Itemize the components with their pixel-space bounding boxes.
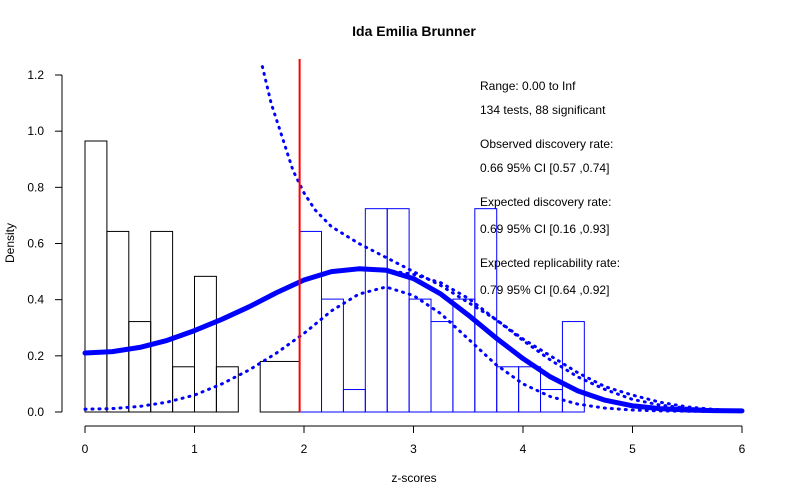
annotation-range: Range: 0.00 to Inf [480, 79, 576, 93]
bar-significant-8 [474, 208, 498, 413]
bar-significant-2 [342, 389, 366, 413]
y-tick-label-1: 0.2 [27, 349, 44, 363]
y-tick-label-3: 0.6 [27, 237, 44, 251]
bar-nonsignificant-3 [150, 230, 174, 413]
annotation-odr-label: Observed discovery rate: [480, 137, 613, 151]
chart-title: Ida Emilia Brunner [352, 23, 476, 39]
bar-nonsignificant-4 [172, 366, 196, 413]
annotation-block: Range: 0.00 to Inf 134 tests, 88 signifi… [480, 79, 620, 297]
x-tick-label-0: 0 [82, 442, 89, 456]
y-axis-title: Density [3, 223, 17, 263]
bar-nonsignificant-7 [259, 360, 301, 413]
y-tick-label-0: 0.0 [27, 405, 44, 419]
x-tick-label-2: 2 [301, 442, 308, 456]
bar-significant-0 [299, 230, 323, 413]
bar-nonsignificant-1 [106, 230, 130, 413]
x-tick-label-6: 6 [739, 442, 746, 456]
annotation-edr-value: 0.69 95% CI [0.16 ,0.93] [480, 222, 609, 236]
y-tick-label-2: 0.4 [27, 293, 44, 307]
axes: 0 1 2 3 4 5 6 0.0 0.2 0.4 0.6 0.8 1.0 1.2 [27, 68, 745, 456]
y-tick-label-4: 0.8 [27, 180, 44, 194]
annotation-edr-label: Expected discovery rate: [480, 195, 611, 209]
bar-nonsignificant-5 [194, 275, 217, 413]
density-curve-dotted-3 [384, 268, 744, 413]
density-curve-dotted-1 [260, 65, 744, 413]
bar-significant-6 [430, 321, 454, 413]
bar-significant-12 [561, 321, 585, 413]
x-tick-label-5: 5 [629, 442, 636, 456]
annotation-err-label: Expected replicability rate: [480, 256, 620, 270]
bar-nonsignificant-6 [215, 366, 239, 413]
histogram-bars [84, 140, 585, 413]
bar-nonsignificant-2 [128, 321, 152, 413]
y-tick-label-6: 1.2 [27, 68, 44, 82]
density-curve-solid-0 [82, 266, 745, 414]
bar-significant-5 [408, 298, 432, 413]
x-tick-label-1: 1 [191, 442, 198, 456]
annotation-tests: 134 tests, 88 significant [480, 103, 606, 117]
bar-significant-4 [386, 208, 410, 413]
bar-significant-1 [321, 298, 344, 413]
bar-nonsignificant-0 [84, 140, 108, 413]
y-tick-label-5: 1.0 [27, 124, 44, 138]
x-tick-label-3: 3 [410, 442, 417, 456]
annotation-odr-value: 0.66 95% CI [0.57 ,0.74] [480, 161, 609, 175]
annotation-err-value: 0.79 95% CI [0.64 ,0.92] [480, 283, 609, 297]
density-curve-dotted-2 [83, 285, 744, 413]
x-axis-title: z-scores [391, 471, 436, 485]
bar-significant-3 [364, 208, 388, 413]
x-tick-label-4: 4 [520, 442, 527, 456]
density-curves [82, 65, 745, 414]
